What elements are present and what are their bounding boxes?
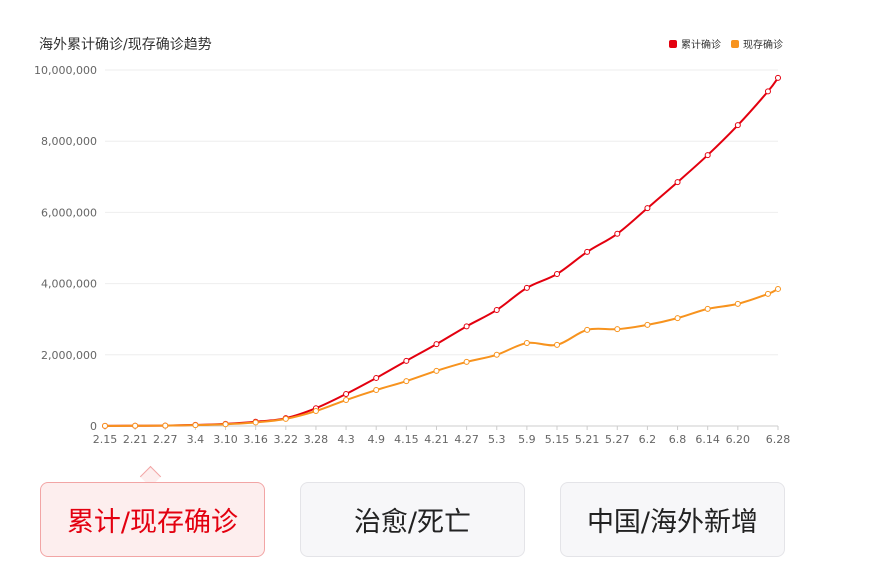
data-point xyxy=(775,285,781,292)
data-point xyxy=(222,421,229,428)
legend-item-cumulative[interactable]: 累计确诊 xyxy=(669,36,721,51)
data-point xyxy=(674,315,681,322)
data-point xyxy=(775,74,781,81)
x-tick-label: 5.27 xyxy=(605,433,630,446)
data-point xyxy=(373,387,380,394)
data-point xyxy=(644,321,651,328)
tab-cured-dead[interactable]: 治愈/死亡 xyxy=(300,482,525,557)
data-point xyxy=(192,422,199,429)
data-point xyxy=(644,205,651,212)
x-tick-label: 6.20 xyxy=(726,433,751,446)
tab-cumulative-current[interactable]: 累计/现存确诊 xyxy=(40,482,265,557)
data-point xyxy=(523,340,530,347)
legend-label: 累计确诊 xyxy=(681,40,721,51)
x-tick-label: 4.9 xyxy=(367,433,385,446)
series-line-0 xyxy=(104,77,779,427)
data-point xyxy=(403,357,410,364)
data-point xyxy=(493,351,500,358)
x-tick-label: 6.2 xyxy=(639,433,657,446)
x-tick-label: 4.3 xyxy=(337,433,355,446)
y-tick-label: 10,000,000 xyxy=(34,64,97,77)
y-tick-label: 4,000,000 xyxy=(41,278,97,291)
legend-item-current[interactable]: 现存确诊 xyxy=(731,36,783,51)
data-point xyxy=(493,306,500,313)
y-tick-label: 2,000,000 xyxy=(41,349,97,362)
legend-swatch xyxy=(669,39,677,48)
x-tick-label: 3.22 xyxy=(274,433,299,446)
x-tick-label: 5.9 xyxy=(518,433,536,446)
data-point xyxy=(614,230,621,237)
data-point xyxy=(373,374,380,381)
x-tick-label: 4.21 xyxy=(424,433,449,446)
x-tick-label: 5.15 xyxy=(545,433,570,446)
data-point xyxy=(433,367,440,374)
x-tick-label: 5.3 xyxy=(488,433,506,446)
legend-swatch xyxy=(731,39,739,48)
data-point xyxy=(523,284,530,291)
x-tick-label: 2.21 xyxy=(123,433,148,446)
data-point xyxy=(764,290,771,297)
x-tick-label: 3.16 xyxy=(243,433,268,446)
legend-label: 现存确诊 xyxy=(743,40,783,51)
data-point xyxy=(403,378,410,385)
data-point xyxy=(554,270,561,277)
x-tick-label: 6.28 xyxy=(766,433,791,446)
chart-title: 海外累计确诊/现存确诊趋势 xyxy=(39,37,212,53)
y-tick-label: 6,000,000 xyxy=(41,206,97,219)
data-point xyxy=(704,152,711,159)
data-point xyxy=(312,408,319,415)
data-point xyxy=(734,300,741,307)
tab-china-overseas-new[interactable]: 中国/海外新增 xyxy=(560,482,785,557)
x-tick-label: 2.27 xyxy=(153,433,178,446)
x-tick-label: 6.8 xyxy=(669,433,687,446)
x-tick-label: 4.27 xyxy=(454,433,479,446)
x-tick-label: 6.14 xyxy=(695,433,720,446)
data-point xyxy=(252,419,259,426)
data-point xyxy=(343,390,350,397)
data-point xyxy=(704,305,711,312)
x-tick-label: 3.4 xyxy=(187,433,205,446)
data-point xyxy=(102,422,108,429)
data-point xyxy=(584,326,591,333)
data-point xyxy=(734,122,741,129)
data-point xyxy=(584,248,591,255)
x-tick-label: 2.15 xyxy=(93,433,118,446)
y-tick-label: 8,000,000 xyxy=(41,135,97,148)
data-point xyxy=(463,323,470,330)
data-point xyxy=(162,422,169,429)
x-tick-label: 4.15 xyxy=(394,433,419,446)
data-point xyxy=(554,341,561,348)
x-tick-label: 5.21 xyxy=(575,433,600,446)
data-point xyxy=(433,341,440,348)
data-point xyxy=(343,397,350,404)
y-tick-label: 0 xyxy=(90,420,97,433)
legend: 累计确诊 现存确诊 xyxy=(669,36,783,51)
data-point xyxy=(463,358,470,365)
data-point xyxy=(764,88,771,95)
x-tick-label: 3.10 xyxy=(213,433,238,446)
data-point xyxy=(674,179,681,186)
data-point xyxy=(282,415,289,422)
x-tick-label: 3.28 xyxy=(304,433,329,446)
data-point xyxy=(614,326,621,333)
series-line-1 xyxy=(104,288,779,427)
data-point xyxy=(132,422,139,429)
line-chart: 0 2,000,000 4,000,000 6,000,000 8,000,000 10,… xyxy=(34,64,791,446)
